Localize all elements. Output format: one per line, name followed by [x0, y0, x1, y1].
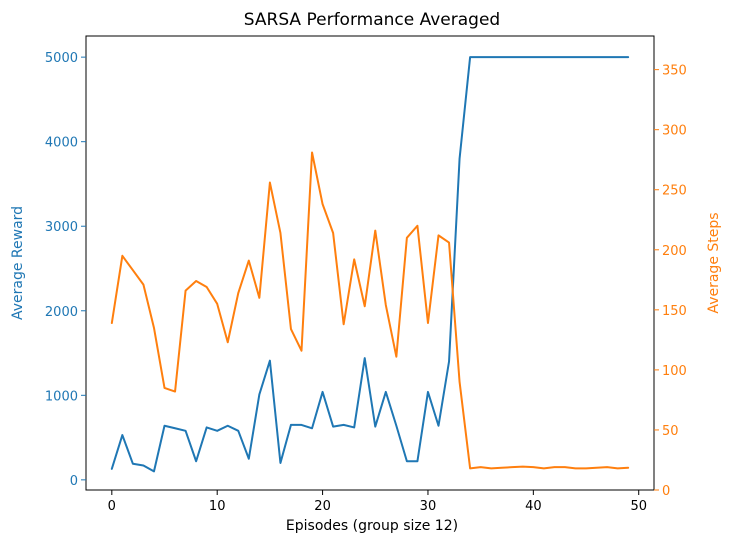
y-right-tick-label: 150 — [662, 304, 687, 319]
y-left-tick-label: 5000 — [45, 51, 78, 66]
y-right-tick-label: 50 — [662, 424, 679, 439]
series-line-reward — [110, 56, 630, 473]
y-left-tick-label: 4000 — [45, 136, 78, 151]
y-left-tick-label: 2000 — [45, 305, 78, 320]
x-tick-label: 10 — [209, 499, 226, 514]
y-right-tick-label: 300 — [662, 124, 687, 139]
y-left-tick-label: 1000 — [45, 389, 78, 404]
y-right-tick-label: 250 — [662, 184, 687, 199]
x-tick-label: 20 — [314, 499, 331, 514]
x-tick-label: 40 — [525, 499, 542, 514]
y-right-tick-label: 100 — [662, 364, 687, 379]
x-tick-label: 0 — [108, 499, 116, 514]
x-tick-label: 30 — [420, 499, 437, 514]
y-left-tick-label: 0 — [70, 474, 78, 489]
axes — [85, 35, 655, 491]
plot-frame — [85, 35, 655, 491]
y-left-tick-label: 3000 — [45, 220, 78, 235]
y-axis-right-label: Average Steps — [706, 212, 722, 313]
chart-title: SARSA Performance Averaged — [244, 10, 500, 30]
plot-lines — [110, 56, 630, 473]
y-right-tick-label: 0 — [662, 484, 670, 499]
y-right-tick-label: 350 — [662, 64, 687, 79]
series-line-steps — [110, 151, 630, 470]
y-right-tick-label: 200 — [662, 244, 687, 259]
y-axis-left-label: Average Reward — [10, 206, 26, 320]
x-axis-label: Episodes (group size 12) — [286, 518, 458, 534]
x-tick-label: 50 — [630, 499, 647, 514]
ticks: 0 10 20 30 40 50 0 1000 2000 3000 4000 5000 0 50 100 15… — [45, 51, 687, 514]
